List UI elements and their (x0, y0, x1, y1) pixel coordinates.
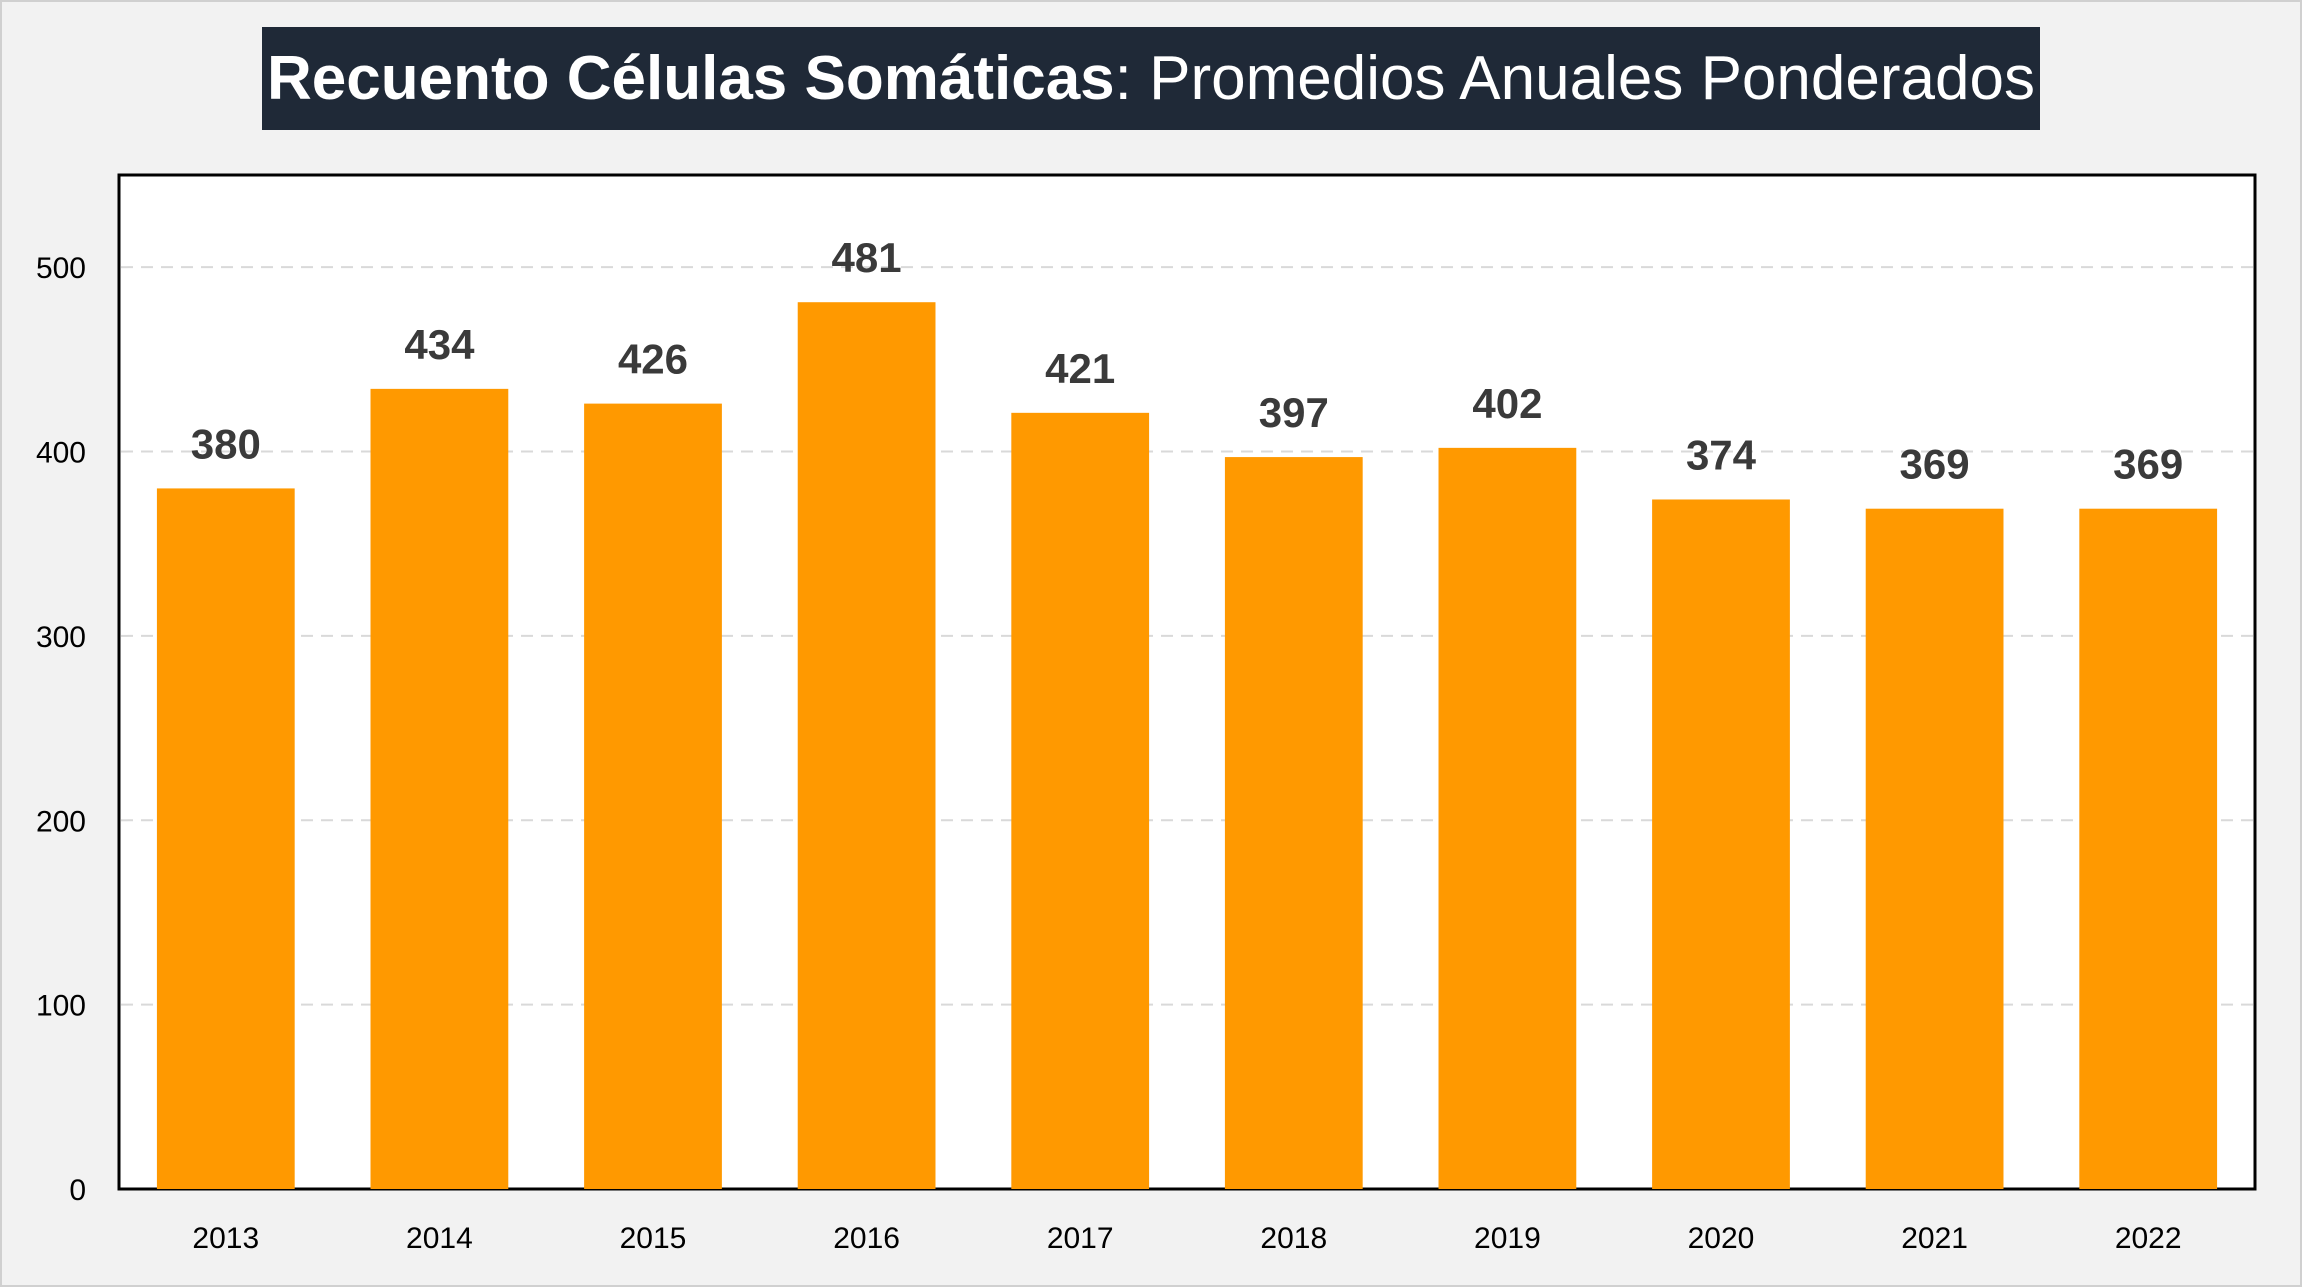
data-label-2019: 402 (1472, 380, 1542, 427)
bar-2021 (1865, 508, 2004, 1189)
bar-2015 (584, 403, 722, 1189)
x-tick-label-2014: 2014 (406, 1222, 473, 1255)
y-tick-label-0: 0 (69, 1174, 86, 1207)
bar-2014 (370, 388, 509, 1189)
x-tick-label-2019: 2019 (1474, 1222, 1541, 1255)
chart-subtitle: Promedios Anuales Ponderados (1149, 44, 2035, 113)
data-label-2015: 426 (618, 336, 688, 383)
bar-2013 (156, 488, 295, 1189)
data-label-2013: 380 (191, 420, 261, 467)
data-label-2014: 434 (404, 321, 475, 368)
bars (156, 302, 2218, 1190)
data-label-2017: 421 (1045, 345, 1115, 392)
data-labels: 380 434 426 481 421 397 402 374 369 369 (191, 234, 2183, 487)
data-label-2018: 397 (1259, 389, 1329, 436)
data-label-2021: 369 (1900, 441, 1970, 488)
x-tick-label-2015: 2015 (620, 1222, 687, 1255)
x-axis: 2013 2014 2015 2016 2017 2018 2019 2020 2021 2022 (192, 1222, 2181, 1255)
bar-2016 (797, 302, 936, 1189)
bar-2018 (1224, 457, 1363, 1189)
bar-2019 (1438, 447, 1577, 1190)
bar-2017 (1011, 412, 1150, 1189)
data-label-2022: 369 (2113, 441, 2183, 488)
x-tick-label-2021: 2021 (1901, 1222, 1968, 1255)
y-tick-label-500: 500 (36, 252, 86, 285)
data-label-2020: 374 (1686, 431, 1757, 478)
y-tick-label-100: 100 (36, 990, 86, 1023)
bar-2022 (2079, 508, 2218, 1189)
x-tick-label-2020: 2020 (1688, 1222, 1755, 1255)
chart-title-box: Recuento Células Somáticas: Promedios An… (262, 27, 2040, 130)
y-tick-label-400: 400 (36, 437, 86, 470)
bar-2020 (1652, 499, 1790, 1190)
x-tick-label-2013: 2013 (192, 1222, 259, 1255)
chart-title: Recuento Células Somáticas (267, 44, 1115, 113)
y-axis: 0 100 200 300 400 500 (36, 252, 86, 1207)
chart-title-separator: : (1114, 44, 1132, 113)
y-tick-label-200: 200 (36, 805, 86, 838)
x-tick-label-2017: 2017 (1047, 1222, 1114, 1255)
x-tick-label-2022: 2022 (2115, 1222, 2182, 1255)
x-tick-label-2018: 2018 (1260, 1222, 1327, 1255)
y-tick-label-300: 300 (36, 621, 86, 654)
gridlines (121, 266, 2253, 1006)
data-label-2016: 481 (832, 234, 902, 281)
x-tick-label-2016: 2016 (833, 1222, 900, 1255)
